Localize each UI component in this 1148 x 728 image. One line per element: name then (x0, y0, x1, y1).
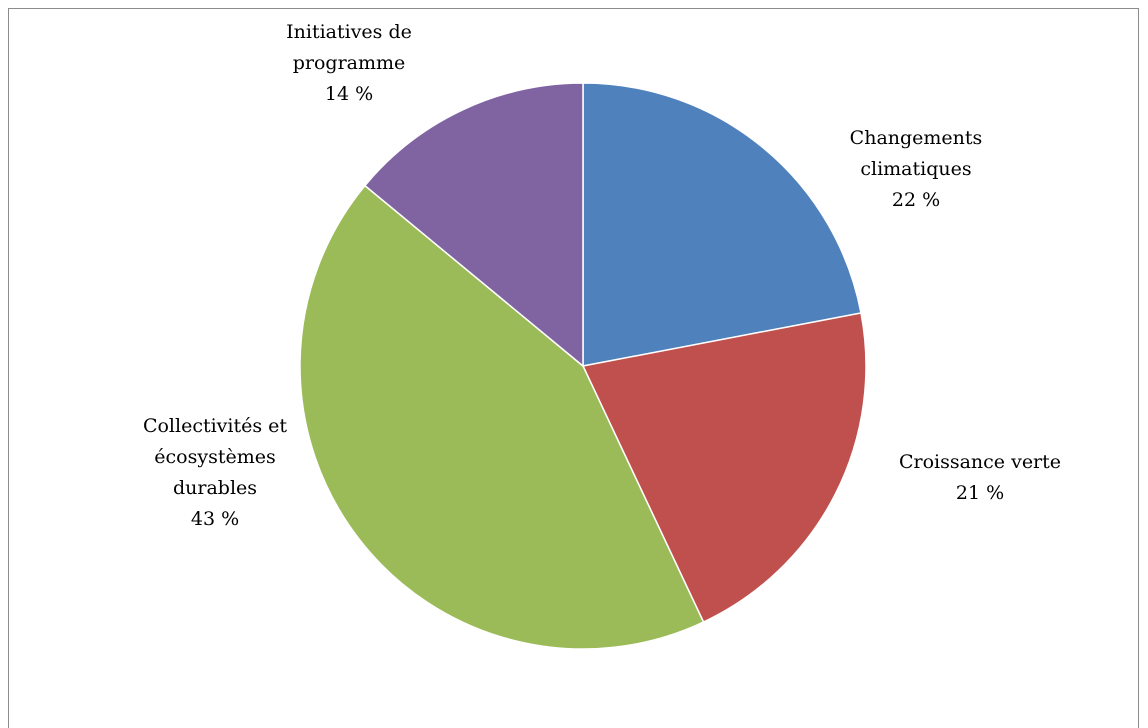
slice-label-line-changements: climatiques (860, 158, 971, 180)
slice-percent-collectivites: 43 % (191, 508, 239, 530)
slice-label-line-collectivites: écosystèmes (154, 446, 275, 468)
pie-slice-initiatives (363, 82, 584, 368)
slice-label-line-collectivites: Collectivités et (143, 415, 287, 437)
slice-label-changements: Changements climatiques 22 % (850, 127, 983, 211)
pie-slice-changements (582, 82, 862, 367)
slice-label-collectivites: Collectivités et écosystèmes durables 43 % (143, 415, 287, 530)
labels-group: Changements climatiques 22 % Croissance ver… (143, 21, 1061, 530)
slice-label-line-initiatives: programme (293, 52, 406, 74)
slice-label-line-croissance: Croissance verte (899, 451, 1061, 473)
pie-slice-collectivites (299, 184, 705, 650)
slice-percent-croissance: 21 % (956, 482, 1004, 504)
chart-frame (8, 8, 1139, 728)
slice-label-line-changements: Changements (850, 127, 983, 149)
slice-percent-initiatives: 14 % (325, 83, 373, 105)
slices-group (299, 82, 867, 650)
slice-label-croissance: Croissance verte 21 % (899, 451, 1061, 504)
pie-slice-croissance (581, 312, 867, 624)
slice-label-line-collectivites: durables (173, 477, 257, 499)
slice-label-initiatives: Initiatives de programme 14 % (286, 21, 412, 105)
slice-percent-changements: 22 % (892, 189, 940, 211)
slice-label-line-initiatives: Initiatives de (286, 21, 412, 43)
